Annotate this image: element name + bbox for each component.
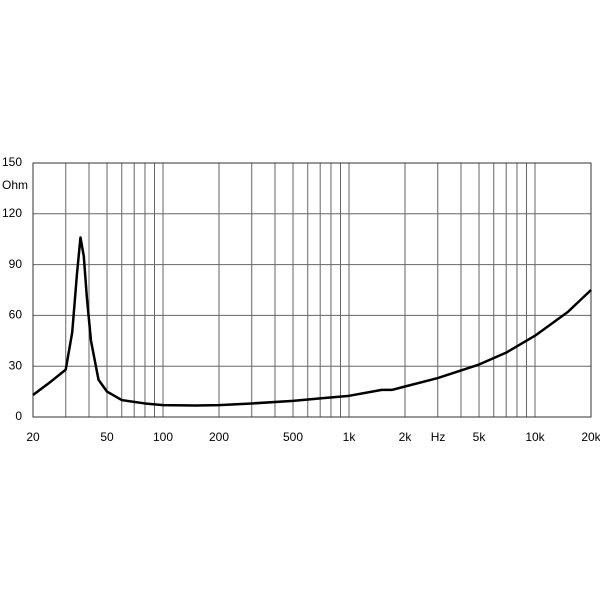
x-tick-label: 200 (209, 430, 229, 444)
x-tick-label: 5k (473, 430, 487, 444)
x-axis-label: Hz (431, 430, 446, 444)
x-tick-label: 50 (100, 430, 114, 444)
x-tick-label: 2k (399, 430, 413, 444)
plot-frame (32, 162, 592, 418)
y-tick-label: 30 (9, 358, 23, 372)
impedance-line (32, 236, 592, 407)
x-tick-label: 10k (525, 430, 545, 444)
y-tick-label: 90 (9, 257, 23, 271)
x-tick-label: 1k (343, 430, 357, 444)
y-tick-label: 120 (2, 206, 22, 220)
x-tick-label: 20 (26, 430, 40, 444)
x-tick-label: 100 (153, 430, 173, 444)
x-tick-label: 500 (283, 430, 303, 444)
y-axis-label: Ohm (2, 178, 28, 192)
y-tick-label: 0 (15, 409, 22, 423)
x-tick-label: 20k (581, 430, 600, 444)
y-tick-label: 150 (2, 155, 22, 169)
y-tick-label: 60 (9, 308, 23, 322)
